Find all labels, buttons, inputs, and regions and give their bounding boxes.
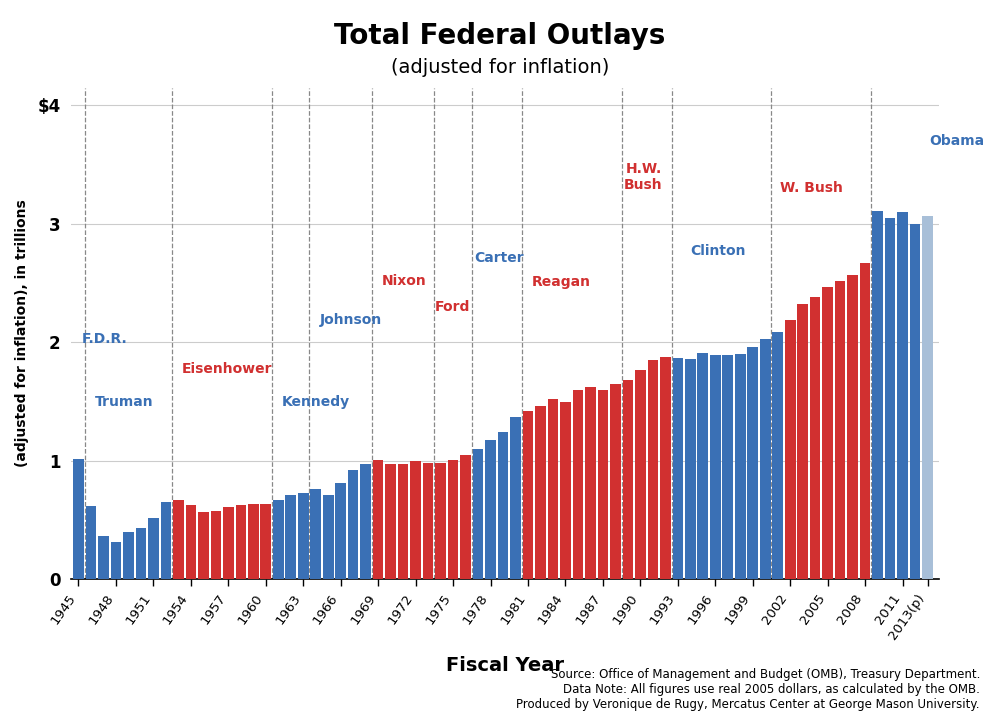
Bar [635,370,646,579]
Bar [473,449,483,579]
Bar [360,465,371,579]
Bar [697,353,708,579]
Text: Eisenhower: Eisenhower [182,362,273,375]
Text: Source: Office of Management and Budget (OMB), Treasury Department.
Data Note: A: Source: Office of Management and Budget … [516,669,980,711]
Bar [123,532,134,579]
Bar [310,489,321,579]
Bar [623,380,633,579]
Bar [660,356,671,579]
Bar [760,339,771,579]
Bar [111,542,121,579]
Bar [423,463,433,579]
Bar [585,388,596,579]
Text: Nixon: Nixon [382,274,427,288]
Bar [236,505,246,579]
Bar [460,455,471,579]
Bar [685,359,696,579]
Bar [148,518,159,579]
Bar [211,510,221,579]
Text: Carter: Carter [474,251,524,266]
Bar [485,439,496,579]
Bar [573,390,583,579]
Bar [785,320,796,579]
Bar [161,502,171,579]
Text: Reagan: Reagan [532,275,591,289]
Bar [872,211,883,579]
Text: Total Federal Outlays: Total Federal Outlays [334,22,666,50]
Bar [648,360,658,579]
Text: H.W.
Bush: H.W. Bush [624,162,663,192]
Bar [73,459,84,579]
Text: Clinton: Clinton [690,244,746,258]
Bar [448,460,458,579]
Bar [260,504,271,579]
Text: Johnson: Johnson [319,313,382,327]
Bar [510,417,521,579]
Bar [348,470,358,579]
Bar [722,356,733,579]
Bar [710,356,721,579]
Bar [410,461,421,579]
Bar [747,347,758,579]
Text: F.D.R.: F.D.R. [82,332,128,346]
Bar [498,433,508,579]
Bar [173,500,184,579]
Bar [810,298,820,579]
Bar [435,463,446,579]
Bar [198,512,209,579]
Text: Obama: Obama [929,134,984,148]
Text: W. Bush: W. Bush [780,182,843,195]
Bar [136,529,146,579]
X-axis label: Fiscal Year: Fiscal Year [446,656,564,674]
Bar [885,218,895,579]
Bar [910,224,920,579]
Bar [223,507,234,579]
Bar [335,484,346,579]
Bar [835,281,845,579]
Bar [373,460,383,579]
Bar [98,536,109,579]
Bar [922,216,933,579]
Bar [847,275,858,579]
Bar [323,495,334,579]
Bar [822,287,833,579]
Bar [535,407,546,579]
Bar [298,493,309,579]
Bar [548,399,558,579]
Bar [860,263,870,579]
Bar [385,465,396,579]
Bar [285,495,296,579]
Bar [523,411,533,579]
Bar [248,504,259,579]
Bar [598,390,608,579]
Text: Kennedy: Kennedy [282,395,350,409]
Title: Total Federal Outlays
(adjusted for inflation): Total Federal Outlays (adjusted for infl… [0,725,1,726]
Text: (adjusted for inflation): (adjusted for inflation) [391,58,609,77]
Bar [273,500,284,579]
Bar [610,384,621,579]
Text: Truman: Truman [95,395,153,409]
Bar [897,212,908,579]
Bar [398,465,408,579]
Bar [772,332,783,579]
Bar [560,401,571,579]
Text: Ford: Ford [434,300,470,314]
Bar [735,354,746,579]
Bar [797,304,808,579]
Bar [86,506,96,579]
Bar [186,505,196,579]
Y-axis label: (adjusted for inflation), in trillions: (adjusted for inflation), in trillions [15,200,29,468]
Bar [673,358,683,579]
